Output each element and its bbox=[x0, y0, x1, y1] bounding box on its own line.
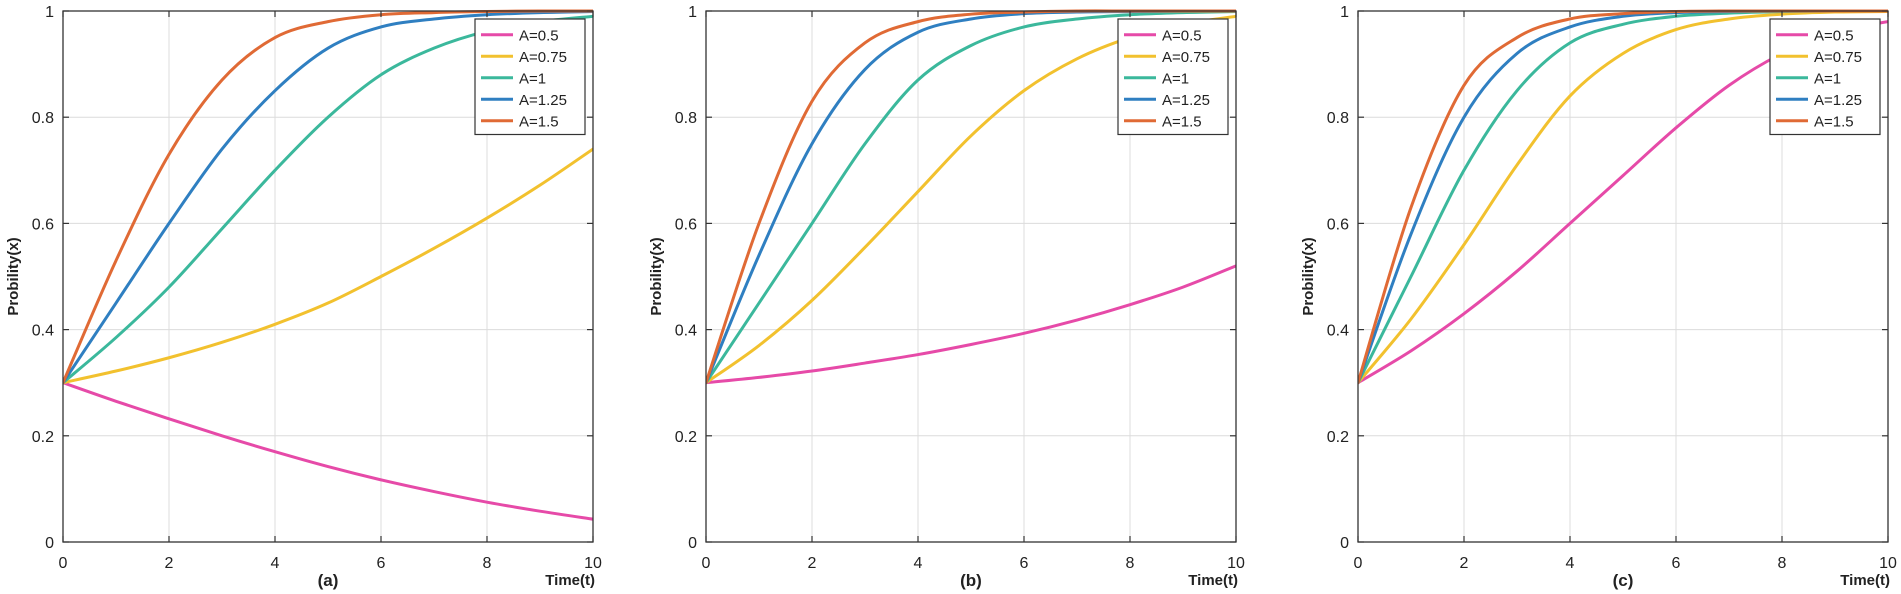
chart-panel-3: 0 2 4 6 8 10 0 0.2 0.4 0.6 0.8 1 Time(t) (c) Probility… bbox=[1300, 4, 1897, 590]
legend-entry: A=1 bbox=[519, 70, 546, 87]
x-tick-label: 6 bbox=[1672, 555, 1681, 572]
x-tick-label: 10 bbox=[1879, 555, 1897, 572]
y-tick-label: 0 bbox=[1340, 535, 1349, 552]
x-tick-label: 8 bbox=[1778, 555, 1787, 572]
legend-entry: A=1.25 bbox=[1814, 92, 1862, 109]
x-axis-label: Time(t) bbox=[545, 572, 595, 589]
x-tick-label: 6 bbox=[377, 555, 386, 572]
y-tick-label: 0.2 bbox=[1327, 429, 1349, 446]
y-tick-label: 0 bbox=[688, 535, 697, 552]
y-tick-label: 0.6 bbox=[675, 216, 697, 233]
y-axis-label: Probility(x) bbox=[648, 237, 665, 315]
legend-entry: A=0.5 bbox=[1814, 27, 1854, 44]
y-tick-label: 0.8 bbox=[675, 110, 697, 127]
legend-entry: A=1 bbox=[1814, 70, 1841, 87]
legend-entry: A=0.5 bbox=[519, 27, 559, 44]
legend-entry: A=1.25 bbox=[1162, 92, 1210, 109]
y-tick-label: 0.2 bbox=[675, 429, 697, 446]
legend: A=0.5 A=0.75 A=1 A=1.25 A=1.5 bbox=[1769, 18, 1881, 136]
axes-box bbox=[62, 10, 594, 543]
legend: A=0.5 A=0.75 A=1 A=1.25 A=1.5 bbox=[474, 18, 586, 136]
legend-entry: A=1.25 bbox=[519, 92, 567, 109]
x-tick-label: 2 bbox=[1460, 555, 1469, 572]
x-tick-label: 8 bbox=[483, 555, 492, 572]
x-tick-label: 4 bbox=[914, 555, 923, 572]
legend: A=0.5 A=0.75 A=1 A=1.25 A=1.5 bbox=[1117, 18, 1229, 136]
legend-entry: A=1.5 bbox=[519, 113, 559, 130]
axes-box bbox=[705, 10, 1237, 543]
y-tick-label: 0.6 bbox=[32, 216, 54, 233]
series-line-a-0-5 bbox=[706, 264, 1236, 385]
x-axis-label: Time(t) bbox=[1188, 572, 1238, 589]
legend-entry: A=0.75 bbox=[519, 49, 567, 66]
y-tick-label: 0.4 bbox=[1327, 323, 1349, 340]
x-tick-label: 10 bbox=[584, 555, 602, 572]
x-tick-label: 4 bbox=[271, 555, 280, 572]
legend-entry: A=0.5 bbox=[1162, 27, 1202, 44]
y-tick-label: 0.8 bbox=[32, 110, 54, 127]
x-axis-label: Time(t) bbox=[1840, 572, 1890, 589]
x-tick-label: 0 bbox=[59, 555, 68, 572]
panel-label: (b) bbox=[960, 571, 982, 590]
y-tick-label: 1 bbox=[45, 4, 54, 21]
x-tick-label: 4 bbox=[1566, 555, 1575, 572]
y-tick-label: 0.6 bbox=[1327, 216, 1349, 233]
y-tick-label: 0.8 bbox=[1327, 110, 1349, 127]
series-line-a-1-25 bbox=[63, 10, 593, 385]
legend-entry: A=1.5 bbox=[1162, 113, 1202, 130]
series-line-a-0-5 bbox=[63, 381, 593, 521]
x-tick-label: 10 bbox=[1227, 555, 1245, 572]
y-tick-label: 1 bbox=[688, 4, 697, 21]
legend-entry: A=1 bbox=[1162, 70, 1189, 87]
y-tick-label: 0.4 bbox=[32, 323, 54, 340]
chart-panel-1: 0 2 4 6 8 10 0 0.2 0.4 0.6 0.8 1 Time(t) (a) Probility… bbox=[5, 4, 602, 590]
series-line-a-0-75 bbox=[1358, 10, 1888, 385]
x-tick-label: 0 bbox=[1354, 555, 1363, 572]
y-tick-label: 0.4 bbox=[675, 323, 697, 340]
x-tick-label: 2 bbox=[165, 555, 174, 572]
legend-entry: A=0.75 bbox=[1162, 49, 1210, 66]
legend-entry: A=0.75 bbox=[1814, 49, 1862, 66]
legend-entry: A=1.5 bbox=[1814, 113, 1854, 130]
y-tick-label: 1 bbox=[1340, 4, 1349, 21]
x-tick-label: 8 bbox=[1126, 555, 1135, 572]
y-tick-label: 0.2 bbox=[32, 429, 54, 446]
chart-panel-2: 0 2 4 6 8 10 0 0.2 0.4 0.6 0.8 1 Time(t) (b) Probility… bbox=[648, 4, 1245, 590]
x-tick-label: 0 bbox=[702, 555, 711, 572]
panel-label: (c) bbox=[1613, 571, 1634, 590]
axes-box bbox=[1357, 10, 1889, 543]
series-line-a-0-75 bbox=[63, 147, 593, 385]
x-tick-label: 2 bbox=[808, 555, 817, 572]
y-axis-label: Probility(x) bbox=[1300, 237, 1317, 315]
series-line-a-1 bbox=[706, 10, 1236, 385]
y-axis-label: Probility(x) bbox=[5, 237, 22, 315]
x-tick-label: 6 bbox=[1020, 555, 1029, 572]
y-tick-label: 0 bbox=[45, 535, 54, 552]
panel-label: (a) bbox=[318, 571, 339, 590]
